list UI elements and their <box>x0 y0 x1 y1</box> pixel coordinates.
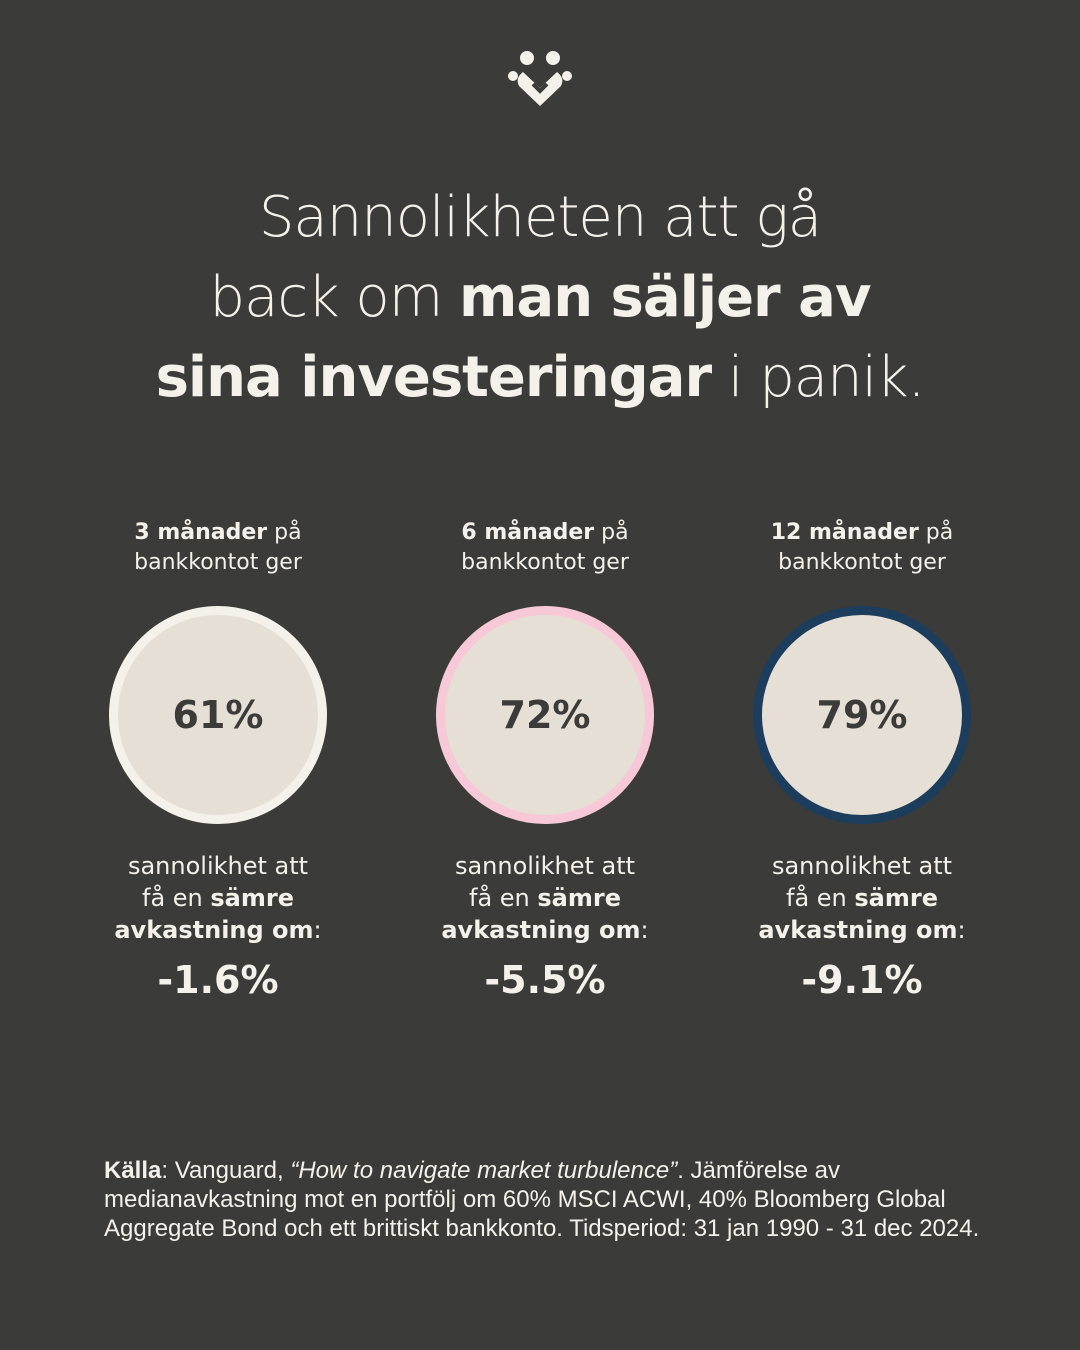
title: Sannolikheten att gå back om man säljer … <box>0 178 1080 418</box>
caption-text: : <box>957 916 966 944</box>
caption-bold: avkastning om <box>441 916 641 944</box>
title-text: i panik. <box>711 345 926 410</box>
caption-bold: avkastning om <box>114 916 314 944</box>
caption-bold: sämre <box>854 884 938 912</box>
caption-text: få en <box>142 884 211 912</box>
probability: 79% <box>816 693 908 737</box>
circle: 61% <box>109 606 327 824</box>
card-heading: 6 månader på bankkontot ger <box>395 518 695 578</box>
caption-text: : <box>640 916 649 944</box>
return: -9.1% <box>801 958 923 1002</box>
period: 6 månader <box>461 520 595 545</box>
source: Källa: Vanguard, “How to navigate market… <box>104 1156 984 1243</box>
probability: 61% <box>172 693 264 737</box>
source-report: “How to navigate market turbulence” <box>290 1157 678 1184</box>
caption-text: sannolikhet att <box>454 852 636 880</box>
probability: 72% <box>499 693 591 737</box>
source-label: Källa <box>104 1157 162 1184</box>
logo <box>508 51 572 106</box>
caption-bold: avkastning om <box>758 916 958 944</box>
card: 3 månader på bankkontot ger 61% sannolikhet… <box>68 518 368 1002</box>
caption: sannolikhet att få en sämre avkastning om: <box>68 850 368 946</box>
caption-text: sannolikhet att <box>771 852 953 880</box>
title-text: Sannolikheten att gå <box>258 185 822 250</box>
caption: sannolikhet att få en sämre avkastning om: <box>395 850 695 946</box>
source-text: : Vanguard, <box>161 1157 291 1184</box>
caption-bold: sämre <box>537 884 621 912</box>
period: 12 månader <box>770 520 919 545</box>
caption-bold: sämre <box>210 884 294 912</box>
caption-text: sannolikhet att <box>127 852 309 880</box>
title-bold: sina investeringar <box>155 345 712 410</box>
caption-text: få en <box>469 884 538 912</box>
card: 12 månader på bankkontot ger 79% sannolikhe… <box>712 518 1012 1002</box>
caption: sannolikhet att få en sämre avkastning om: <box>712 850 1012 946</box>
caption-text: få en <box>786 884 855 912</box>
period-text: bankkontot ger <box>461 550 629 575</box>
source-text: . Jämförelse av medianavkastning mot en … <box>104 1157 980 1242</box>
period-text: på <box>267 520 302 545</box>
period-text: bankkontot ger <box>134 550 302 575</box>
card: 6 månader på bankkontot ger 72% sannolikhet… <box>395 518 695 1002</box>
caption-text: : <box>313 916 322 944</box>
period: 3 månader <box>134 520 268 545</box>
return: -1.6% <box>157 958 279 1002</box>
card-heading: 3 månader på bankkontot ger <box>68 518 368 578</box>
period-text: bankkontot ger <box>778 550 946 575</box>
circle: 79% <box>753 606 971 824</box>
period-text: på <box>918 520 954 545</box>
title-bold: man säljer av <box>459 265 871 330</box>
card-heading: 12 månader på bankkontot ger <box>712 518 1012 578</box>
return: -5.5% <box>484 958 606 1002</box>
title-text: back om <box>209 265 460 330</box>
period-text: på <box>594 520 629 545</box>
circle: 72% <box>436 606 654 824</box>
